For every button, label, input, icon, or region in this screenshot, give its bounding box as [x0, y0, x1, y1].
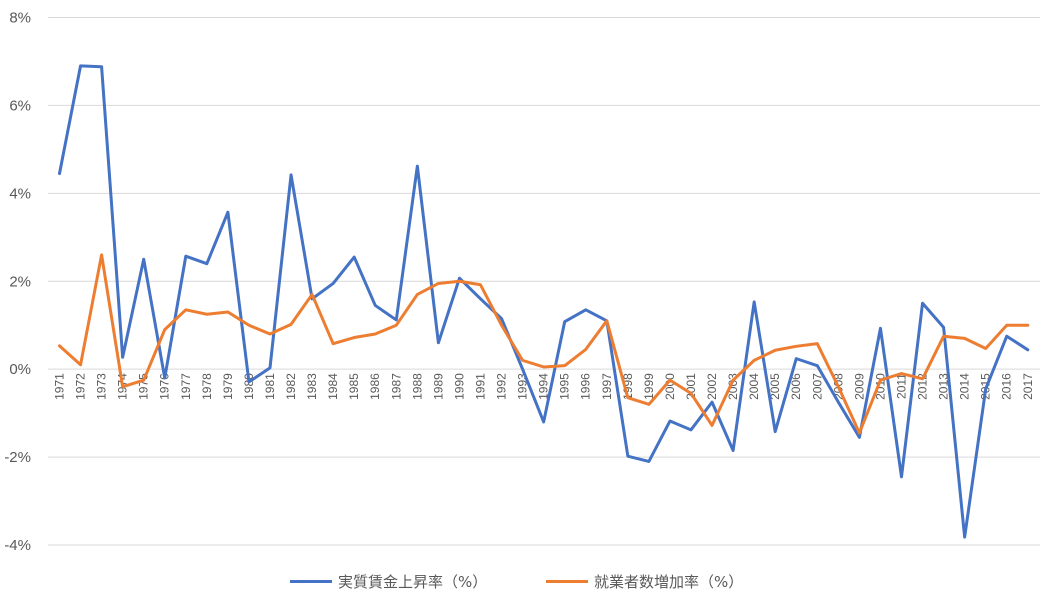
series-line-0 [58, 64, 1030, 539]
x-tick-label: 1995 [558, 373, 572, 400]
x-tick-label: 1977 [179, 373, 193, 400]
series-lines [58, 64, 1030, 539]
legend-swatch-real-wage [290, 579, 332, 583]
x-tick-label: 2016 [1000, 373, 1014, 400]
x-tick-label: 1985 [347, 373, 361, 400]
y-tick-label: -4% [4, 537, 31, 554]
x-tick-label: 1987 [389, 373, 403, 400]
x-tick-label: 2005 [768, 373, 782, 400]
x-tick-label: 2007 [810, 373, 824, 400]
legend-item-real-wage: 実質賃金上昇率（%） [290, 566, 487, 596]
x-tick-label: 1997 [600, 373, 614, 400]
x-tick-label: 1993 [516, 373, 530, 400]
x-tick-label: 1972 [74, 373, 88, 400]
x-tick-label: 2003 [726, 373, 740, 400]
x-tick-label: 2017 [1021, 373, 1035, 400]
y-tick-label: 6% [9, 97, 31, 114]
x-tick-label: 2012 [916, 373, 930, 400]
x-tick-label: 1991 [474, 373, 488, 400]
x-tick-label: 1975 [137, 373, 151, 400]
x-tick-label: 1994 [537, 373, 551, 400]
x-tick-label: 1976 [158, 373, 172, 400]
y-tick-label: 2% [9, 273, 31, 290]
legend-label-real-wage: 実質賃金上昇率（%） [338, 572, 488, 591]
legend-label-employment: 就業者数増加率（%） [594, 572, 744, 591]
x-tick-label: 1978 [200, 373, 214, 400]
legend-item-employment: 就業者数増加率（%） [546, 566, 743, 596]
x-tick-label: 1999 [642, 373, 656, 400]
legend-swatch-employment [546, 579, 588, 583]
x-tick-label: 2009 [852, 373, 866, 400]
y-tick-label: -2% [4, 449, 31, 466]
x-tick-label: 1992 [495, 373, 509, 400]
x-tick-label: 1989 [431, 373, 445, 400]
x-tick-label: 2014 [958, 373, 972, 400]
gridlines [48, 17, 1040, 546]
line-chart: -4%-2%0%2%4%6%8% 1971 1972 1973 1974 1975 197… [4, 10, 1040, 555]
x-tick-label: 2006 [789, 373, 803, 400]
legend: 実質賃金上昇率（%） 就業者数増加率（%） [0, 566, 1043, 596]
x-tick-label: 1979 [221, 373, 235, 400]
x-tick-label: 2013 [937, 373, 951, 400]
x-tick-label: 1988 [410, 373, 424, 400]
y-axis-ticks: -4% -2% 0% 2% 4% 6% 8% [4, 10, 31, 555]
x-tick-label: 2000 [663, 373, 677, 400]
x-tick-label: 1983 [305, 373, 319, 400]
x-tick-label: 1986 [368, 373, 382, 400]
x-tick-label: 2001 [684, 373, 698, 400]
x-tick-label: 1984 [326, 373, 340, 400]
x-tick-label: 1996 [579, 373, 593, 400]
series-line-1 [58, 253, 1030, 435]
x-tick-label: 1982 [284, 373, 298, 400]
x-tick-label: 1971 [53, 373, 67, 400]
y-tick-label: 8% [9, 10, 31, 27]
x-tick-label: 1981 [263, 373, 277, 400]
x-tick-label: 1973 [95, 373, 109, 400]
x-tick-label: 2002 [705, 373, 719, 400]
x-tick-label: 1990 [452, 373, 466, 400]
x-tick-label: 2011 [895, 373, 909, 399]
y-tick-label: 4% [9, 185, 31, 202]
y-tick-label: 0% [9, 361, 31, 378]
x-tick-label: 2004 [747, 373, 761, 400]
